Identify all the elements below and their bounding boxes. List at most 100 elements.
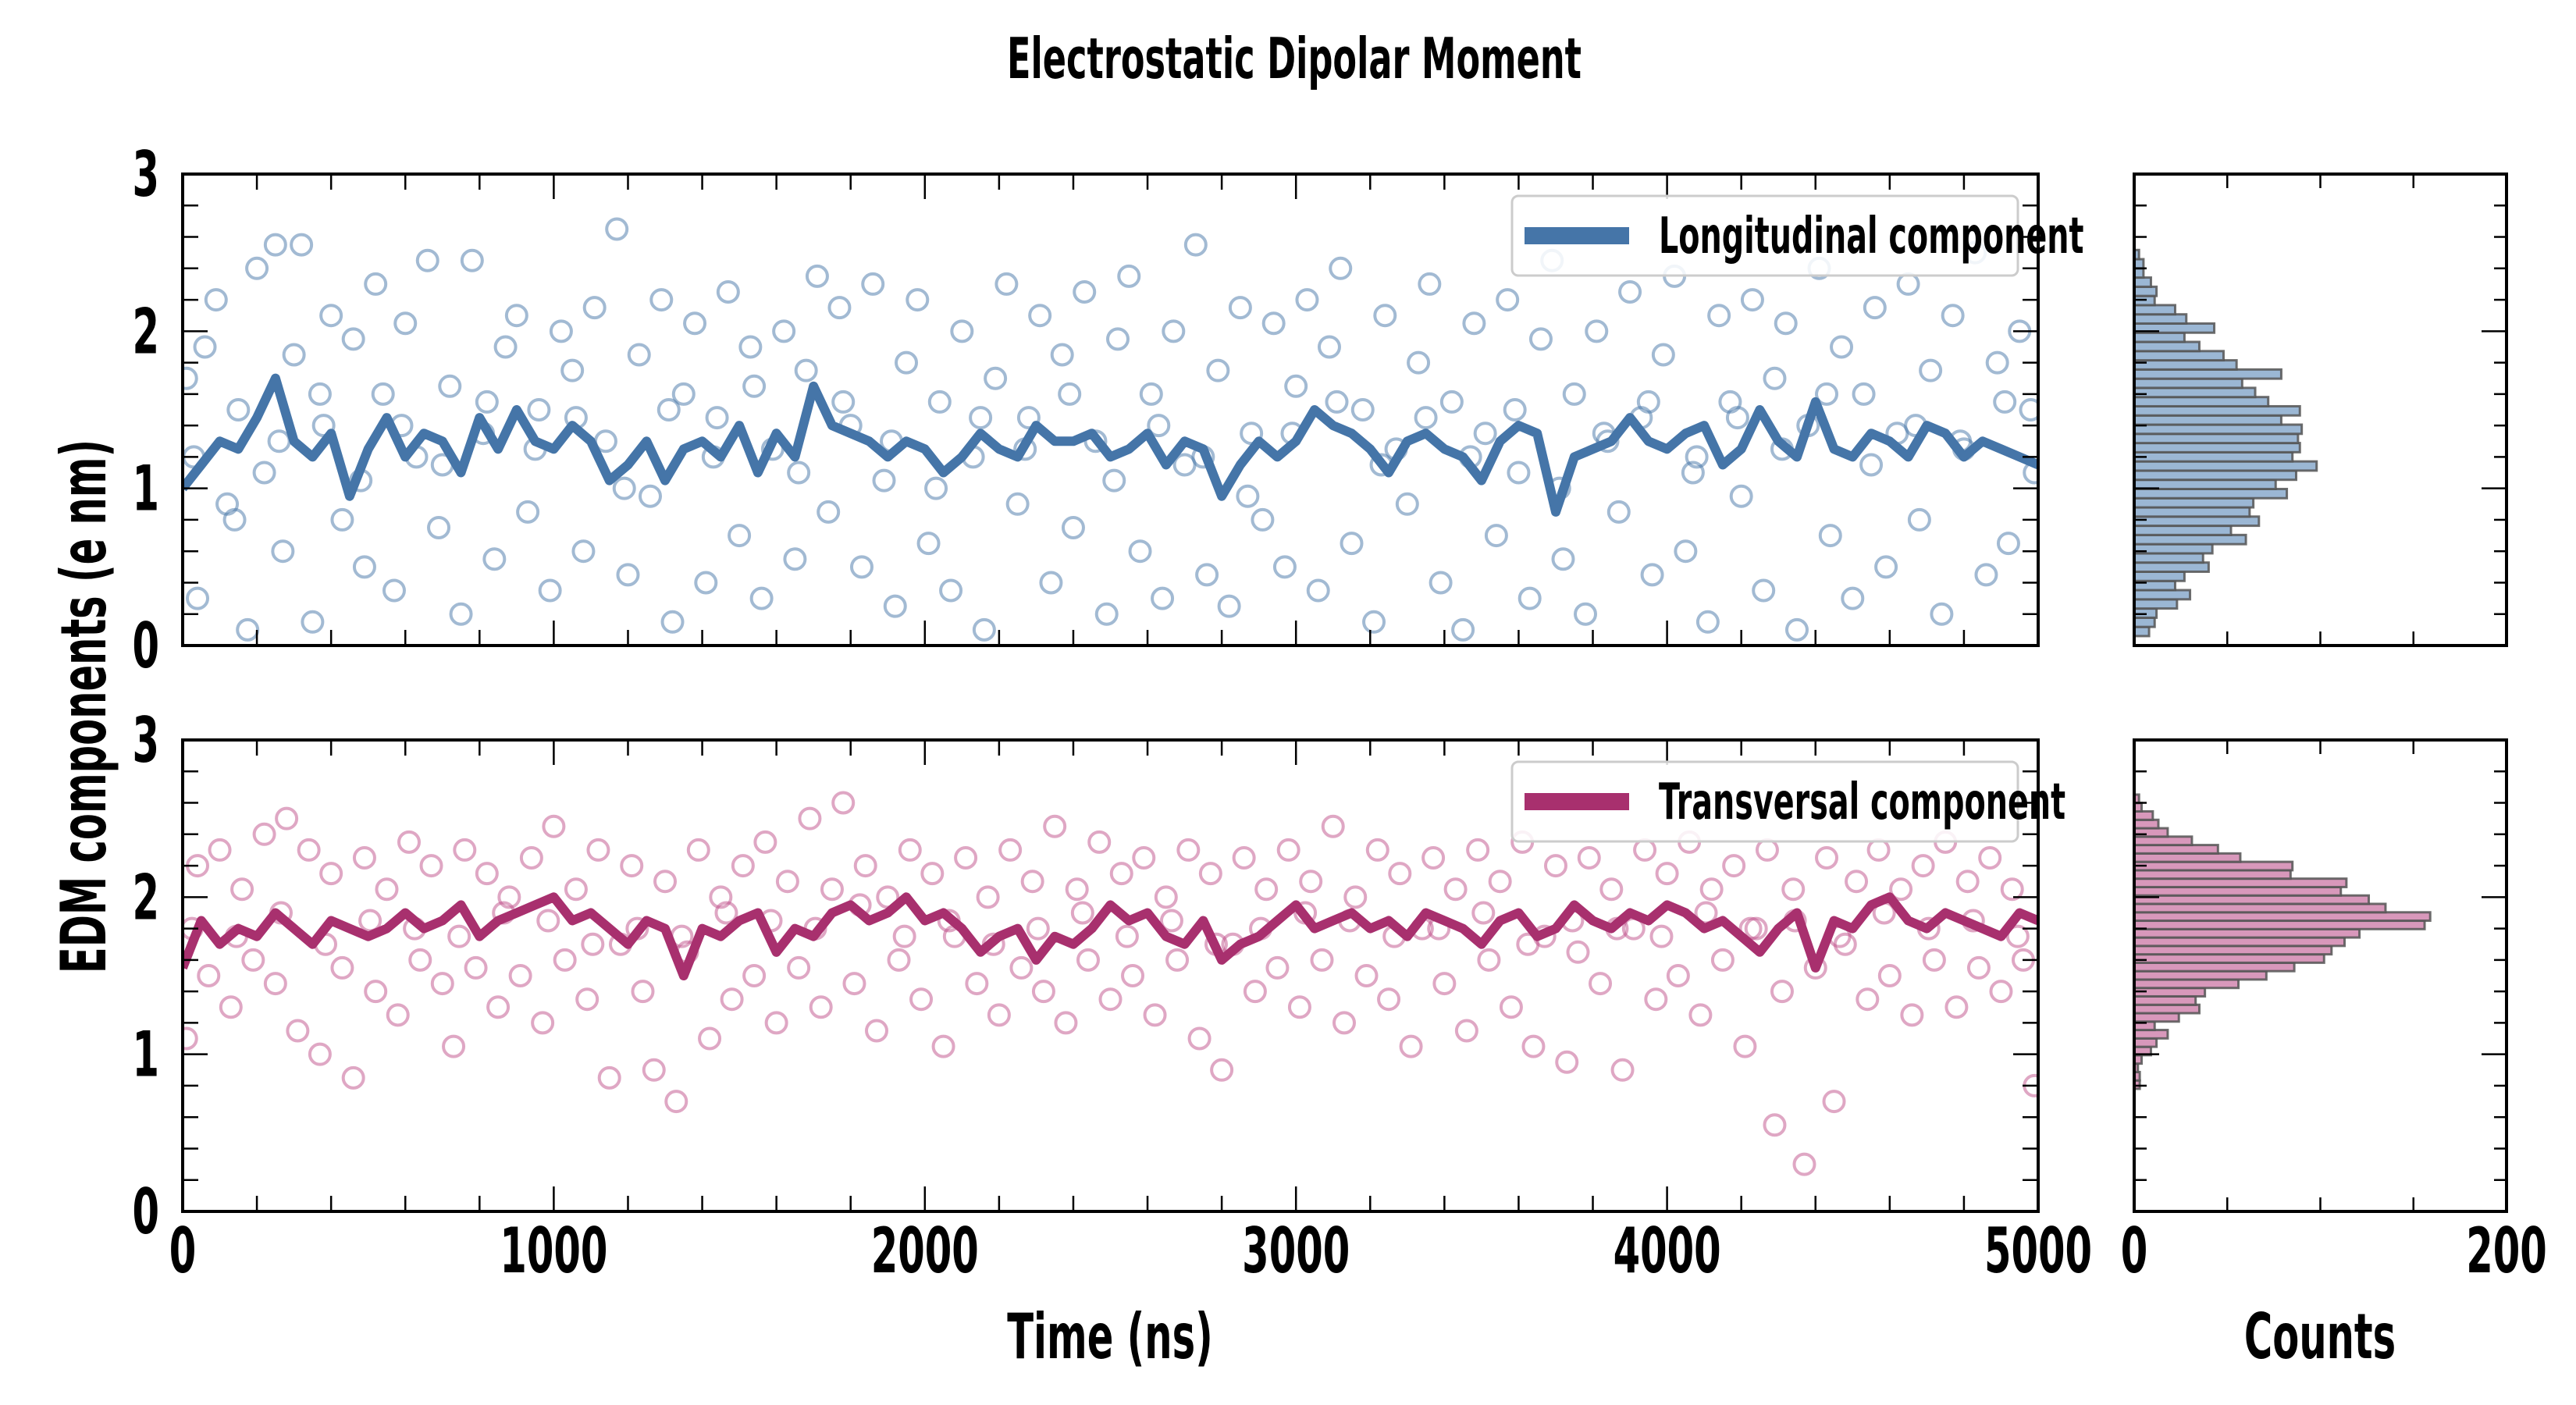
y-tick-label: 0 <box>132 1175 159 1248</box>
legend-label: Longitudinal component <box>1659 207 2084 265</box>
scatter-point <box>1752 578 1776 603</box>
scatter-point <box>386 1003 410 1027</box>
scatter-point <box>1195 563 1219 587</box>
scatter-point <box>1852 382 1876 406</box>
scatter-point <box>1640 563 1664 587</box>
x-axis-label: Time (ns) <box>1007 1300 1213 1373</box>
scatter-point <box>1299 870 1323 894</box>
histogram-bar <box>2133 506 2251 518</box>
scatter-point <box>1139 382 1163 406</box>
x-tick-label: 2000 <box>871 1214 979 1287</box>
scatter-point <box>536 909 560 933</box>
histogram-bar <box>2133 869 2292 880</box>
scatter-point <box>1710 948 1735 972</box>
scatter-point <box>352 555 376 579</box>
scatter-point <box>1429 571 1453 595</box>
scatter-point <box>1147 414 1171 438</box>
scatter-point <box>1073 280 1097 304</box>
scatter-point <box>998 838 1023 862</box>
scatter-point <box>976 885 1000 909</box>
scatter-point <box>627 343 651 367</box>
scatter-point <box>694 571 718 595</box>
scatter-point <box>486 995 511 1019</box>
scatter-point <box>1856 987 1880 1012</box>
histogram-bar <box>2133 404 2301 417</box>
scatter-point <box>853 854 877 878</box>
scatter-point <box>1685 445 1709 469</box>
histogram-bar <box>2133 423 2304 436</box>
scatter-point <box>787 461 811 485</box>
scatter-point <box>1098 987 1123 1012</box>
scatter-point <box>1043 814 1067 838</box>
scatter-point <box>720 987 744 1012</box>
scatter-point <box>1388 862 1412 886</box>
scatter-point <box>1770 980 1794 1004</box>
longitudinal-histogram-panel <box>2133 173 2508 647</box>
scatter-point <box>1859 453 1884 477</box>
histogram-bar <box>2133 810 2154 821</box>
y-tick-label: 2 <box>132 295 159 368</box>
scatter-point <box>449 602 473 626</box>
scatter-point <box>1005 492 1030 516</box>
scatter-point <box>586 838 610 862</box>
scatter-point <box>984 366 1008 390</box>
scatter-point <box>419 854 443 878</box>
scatter-point <box>742 964 767 987</box>
scatter-point <box>1115 924 1139 948</box>
scatter-point <box>1016 406 1041 430</box>
scatter-point <box>430 972 454 996</box>
y-tick-label: 3 <box>132 137 159 211</box>
scatter-point <box>1792 1152 1816 1176</box>
scatter-point <box>1562 382 1586 406</box>
scatter-point <box>1566 940 1590 964</box>
scatter-point <box>341 1065 365 1090</box>
scatter-point <box>1815 382 1839 406</box>
scatter-point <box>1377 987 1401 1012</box>
scatter-point <box>1911 854 1935 878</box>
scatter-point <box>1551 547 1575 571</box>
scatter-point <box>427 516 451 539</box>
scatter-point <box>916 532 941 556</box>
scatter-point <box>208 838 232 862</box>
scatter-point <box>1276 838 1300 862</box>
scatter-point <box>1688 1003 1713 1027</box>
scatter-point <box>542 814 566 838</box>
scatter-point <box>1251 507 1275 532</box>
scatter-point <box>1666 964 1690 987</box>
scatter-point <box>352 846 376 870</box>
scatter-point <box>2000 877 2024 902</box>
scatter-point <box>597 1065 621 1090</box>
scatter-point <box>375 877 399 902</box>
scatter-point <box>1206 358 1230 382</box>
scatter-point <box>1516 932 1540 956</box>
scatter-point <box>1877 964 1902 987</box>
scatter-point <box>1496 288 1520 312</box>
histogram-bar <box>2133 902 2387 914</box>
scatter-point <box>1151 586 1175 610</box>
scatter-point <box>1477 948 1501 972</box>
scatter-point <box>1109 862 1133 886</box>
scatter-point <box>560 358 585 382</box>
scatter-point <box>612 476 636 500</box>
histogram-bar <box>2133 1003 2201 1015</box>
scatter-point <box>775 870 799 894</box>
axes-frame <box>181 738 2040 1213</box>
scatter-point <box>1978 846 2002 870</box>
x-tick-label: 1000 <box>500 1214 607 1287</box>
scatter-point <box>1121 964 1145 987</box>
running-average-line-transversal <box>183 892 2038 980</box>
scatter-point <box>927 389 952 414</box>
scatter-point <box>1321 814 1345 838</box>
scatter-point <box>186 586 210 610</box>
scatter-point <box>1830 335 1854 359</box>
scatter-point <box>581 932 605 956</box>
histogram-bar <box>2133 1037 2158 1048</box>
scatter-point <box>1198 862 1222 886</box>
scatter-point <box>1058 382 1082 406</box>
scatter-point <box>987 1003 1011 1027</box>
histogram-bar <box>2133 835 2194 847</box>
scatter-point <box>236 617 260 642</box>
scatter-point <box>1143 1003 1167 1027</box>
scatter-point <box>1989 980 2013 1004</box>
scatter-point <box>252 461 276 485</box>
